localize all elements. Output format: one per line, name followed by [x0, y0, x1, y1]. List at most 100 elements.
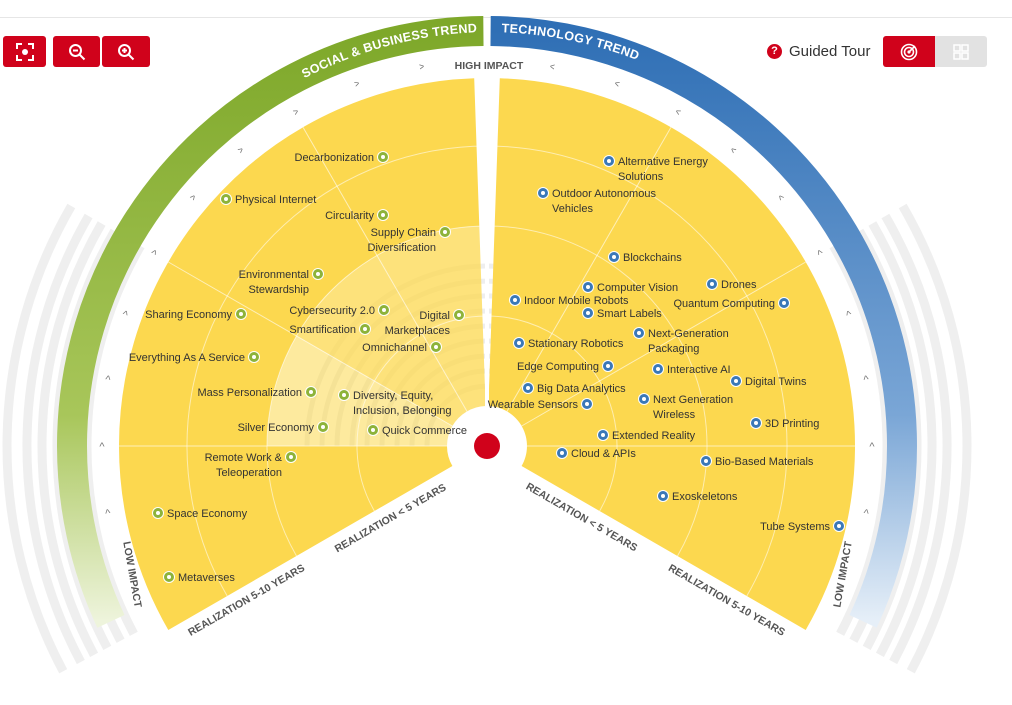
trend-label[interactable]: Extended Reality — [612, 430, 696, 442]
trend-label[interactable]: Diversity, Equity, — [353, 390, 433, 402]
trend-label[interactable]: Physical Internet — [235, 194, 316, 206]
trend-label[interactable]: Supply Chain — [371, 227, 436, 239]
trend-label[interactable]: Omnichannel — [362, 342, 427, 354]
trend-item[interactable]: Diversity, Equity, Inclusion, Belonging — [338, 389, 452, 418]
impact-chevron: ^ — [120, 309, 130, 322]
trend-label[interactable]: Interactive AI — [667, 364, 731, 376]
trend-label[interactable]: Blockchains — [623, 252, 682, 264]
trend-item[interactable]: Quantum Computing — [674, 297, 790, 311]
trend-item[interactable]: Stationary Robotics — [513, 337, 624, 351]
trend-item[interactable]: Decarbonization — [295, 151, 389, 165]
trend-label[interactable]: Solutions — [618, 171, 664, 183]
trend-item[interactable]: Digital Marketplaces — [385, 309, 465, 338]
trend-item[interactable]: Bio-Based Materials — [700, 455, 814, 469]
trend-item[interactable]: Space Economy — [152, 507, 248, 521]
trend-label[interactable]: Environmental — [239, 269, 309, 281]
trend-label[interactable]: Next-Generation — [648, 328, 729, 340]
zoom-in-icon — [118, 43, 135, 60]
trend-label[interactable]: Big Data Analytics — [537, 383, 626, 395]
guided-tour-link[interactable]: ? Guided Tour — [767, 40, 870, 62]
trend-label[interactable]: Quick Commerce — [382, 425, 467, 437]
trend-item[interactable]: Mass Personalization — [197, 386, 317, 400]
trend-label[interactable]: Silver Economy — [238, 422, 315, 434]
trend-label[interactable]: Edge Computing — [517, 361, 599, 373]
trend-item[interactable]: Circularity — [325, 209, 389, 223]
trend-item[interactable]: Big Data Analytics — [522, 382, 627, 396]
trend-label[interactable]: Everything As A Service — [129, 352, 245, 364]
trend-item[interactable]: Remote Work & Teleoperation — [205, 451, 297, 480]
trend-label[interactable]: Remote Work & — [205, 452, 283, 464]
trend-item[interactable]: Blockchains — [608, 251, 683, 265]
sector-social-mid — [296, 226, 486, 426]
grid-view-toggle[interactable] — [935, 36, 987, 67]
trend-item[interactable]: Environmental Stewardship — [239, 268, 324, 297]
trend-label[interactable]: Smartification — [289, 324, 356, 336]
trend-item[interactable]: Omnichannel — [362, 341, 442, 355]
trend-label[interactable]: Wearable Sensors — [488, 399, 579, 411]
trend-label[interactable]: Next Generation — [653, 394, 733, 406]
trend-dot-center — [642, 397, 646, 401]
trend-label[interactable]: Metaverses — [178, 572, 235, 584]
trend-item[interactable]: Wearable Sensors — [488, 398, 593, 412]
zoom-out-button[interactable] — [53, 36, 100, 67]
trend-item[interactable]: Quick Commerce — [367, 424, 467, 438]
trend-label[interactable]: Stewardship — [248, 284, 309, 296]
trend-label[interactable]: Teleoperation — [216, 467, 282, 479]
trend-item[interactable]: Drones — [706, 278, 757, 292]
trend-item[interactable]: Metaverses — [163, 571, 236, 585]
trend-label[interactable]: Cybersecurity 2.0 — [289, 305, 375, 317]
trend-item[interactable]: Cloud & APIs — [556, 447, 637, 461]
trend-label[interactable]: Packaging — [648, 343, 699, 355]
grid-icon — [953, 43, 969, 60]
trend-item[interactable]: Alternative Energy Solutions — [603, 155, 709, 184]
trend-item[interactable]: Everything As A Service — [129, 351, 260, 365]
trend-item[interactable]: Silver Economy — [238, 421, 329, 435]
trend-label[interactable]: Indoor Mobile Robots — [524, 295, 629, 307]
trend-item[interactable]: Computer Vision — [582, 281, 679, 295]
trend-label[interactable]: Cloud & APIs — [571, 448, 636, 460]
trend-item[interactable]: Extended Reality — [597, 429, 696, 443]
trend-label[interactable]: Alternative Energy — [618, 156, 708, 168]
trend-label[interactable]: Circularity — [325, 210, 374, 222]
trend-label[interactable]: 3D Printing — [765, 418, 819, 430]
trend-label[interactable]: Diversification — [368, 242, 436, 254]
trend-label[interactable]: Computer Vision — [597, 282, 678, 294]
radar-view-toggle[interactable] — [883, 36, 935, 67]
trend-label[interactable]: Stationary Robotics — [528, 338, 624, 350]
trend-item[interactable]: Edge Computing — [517, 360, 614, 374]
trend-item[interactable]: Next-Generation Packaging — [633, 327, 729, 356]
trend-item[interactable]: 3D Printing — [750, 417, 820, 431]
trend-label[interactable]: Tube Systems — [760, 521, 830, 533]
trend-item[interactable]: Indoor Mobile Robots — [509, 294, 630, 308]
trend-label[interactable]: Mass Personalization — [197, 387, 302, 399]
trend-label[interactable]: Quantum Computing — [674, 298, 776, 310]
trend-label[interactable]: Decarbonization — [295, 152, 375, 164]
fit-view-button[interactable] — [3, 36, 46, 67]
trend-item[interactable]: Cybersecurity 2.0 — [289, 304, 390, 318]
trend-item[interactable]: Physical Internet — [220, 193, 317, 207]
trend-label[interactable]: Vehicles — [552, 203, 593, 215]
trend-label[interactable]: Wireless — [653, 409, 696, 421]
trend-label[interactable]: Exoskeletons — [672, 491, 738, 503]
trend-label[interactable]: Digital — [419, 310, 450, 322]
trend-item[interactable]: Digital Twins — [730, 375, 808, 389]
trend-label[interactable]: Space Economy — [167, 508, 248, 520]
zoom-in-button[interactable] — [102, 36, 150, 67]
trend-item[interactable]: Outdoor Autonomous Vehicles — [537, 187, 657, 216]
trend-label[interactable]: Digital Twins — [745, 376, 807, 388]
trend-label[interactable]: Bio-Based Materials — [715, 456, 814, 468]
trend-item[interactable]: Interactive AI — [652, 363, 731, 377]
trend-item[interactable]: Exoskeletons — [657, 490, 738, 504]
trend-item[interactable]: Smartification — [289, 323, 371, 337]
trend-item[interactable]: Next Generation Wireless — [638, 393, 734, 422]
trend-item[interactable]: Sharing Economy — [145, 308, 247, 322]
trend-item[interactable]: Supply Chain Diversification — [368, 226, 451, 255]
trend-label[interactable]: Smart Labels — [597, 308, 662, 320]
trend-label[interactable]: Sharing Economy — [145, 309, 232, 321]
trend-label[interactable]: Outdoor Autonomous — [552, 188, 656, 200]
trend-label[interactable]: Marketplaces — [385, 325, 451, 337]
trend-label[interactable]: Drones — [721, 279, 757, 291]
trend-label[interactable]: Inclusion, Belonging — [353, 405, 451, 417]
trend-item[interactable]: Tube Systems — [760, 520, 845, 534]
trend-item[interactable]: Smart Labels — [582, 307, 663, 321]
